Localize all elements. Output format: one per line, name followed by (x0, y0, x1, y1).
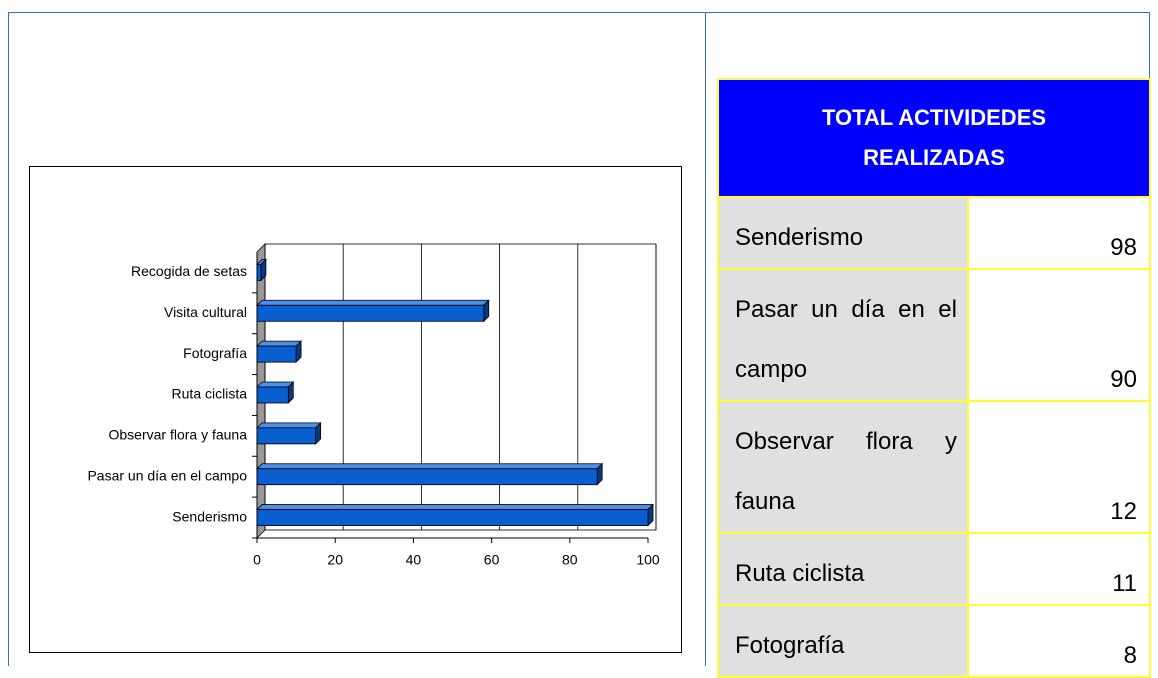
chart: 0 20 40 60 80 100 Senderismo Pasar un día en el… (87, 243, 660, 568)
chart-box (29, 166, 682, 653)
table-title: TOTAL ACTIVIDEDES REALIZADAS (717, 78, 1151, 198)
table-row: Fotografía 8 (717, 604, 1151, 678)
y-tick-label: Ruta ciclista (172, 386, 248, 402)
table-row: Ruta ciclista 11 (717, 532, 1151, 606)
activity-cell: Observar flora y fauna (717, 400, 969, 534)
bar (256, 468, 598, 486)
count-cell: 12 (967, 400, 1151, 534)
bar-top (256, 299, 490, 306)
y-tick-label: Visita cultural (164, 304, 247, 320)
activity-cell: Fotografía (717, 604, 969, 678)
bar (256, 386, 289, 404)
bar (256, 304, 485, 322)
activity-cell: Pasar un día en el campo (717, 268, 969, 402)
bar-top (256, 340, 303, 347)
back-wall (264, 243, 657, 531)
divider (705, 12, 706, 666)
bar-top (256, 463, 604, 470)
y-tick-label: Fotografía (183, 345, 247, 361)
bar-top (256, 504, 654, 510)
x-tick-label: 20 (327, 552, 343, 568)
y-tick-label: Senderismo (172, 508, 247, 524)
table-row: Senderismo 98 (717, 196, 1151, 270)
table-body: Senderismo 98 Pasar un día en el campo 90 Ob… (717, 196, 1151, 678)
x-tick-label: 40 (406, 552, 422, 568)
table-row: Pasar un día en el campo 90 (717, 268, 1151, 402)
count-cell: 98 (967, 196, 1151, 270)
bar-top (256, 422, 322, 429)
count-cell: 8 (967, 604, 1151, 678)
bar (256, 509, 649, 526)
count-cell: 90 (967, 268, 1151, 402)
x-tick-label: 0 (253, 552, 261, 568)
x-tick-label: 100 (636, 552, 660, 568)
bar (256, 345, 297, 363)
activity-cell: Ruta ciclista (717, 532, 969, 606)
y-tick-label: Pasar un día en el campo (87, 467, 247, 483)
table-row: Observar flora y fauna 12 (717, 400, 1151, 534)
bar (256, 427, 317, 445)
y-tick-label: Recogida de setas (131, 263, 247, 279)
bar-top (256, 381, 295, 388)
x-tick-label: 60 (484, 552, 500, 568)
count-cell: 11 (967, 532, 1151, 606)
summary-table: TOTAL ACTIVIDEDES REALIZADAS Senderismo 9… (717, 78, 1151, 678)
activity-cell: Senderismo (717, 196, 969, 270)
bar (256, 264, 262, 281)
y-tick-label: Observar flora y fauna (108, 427, 247, 443)
x-tick-label: 80 (562, 552, 578, 568)
